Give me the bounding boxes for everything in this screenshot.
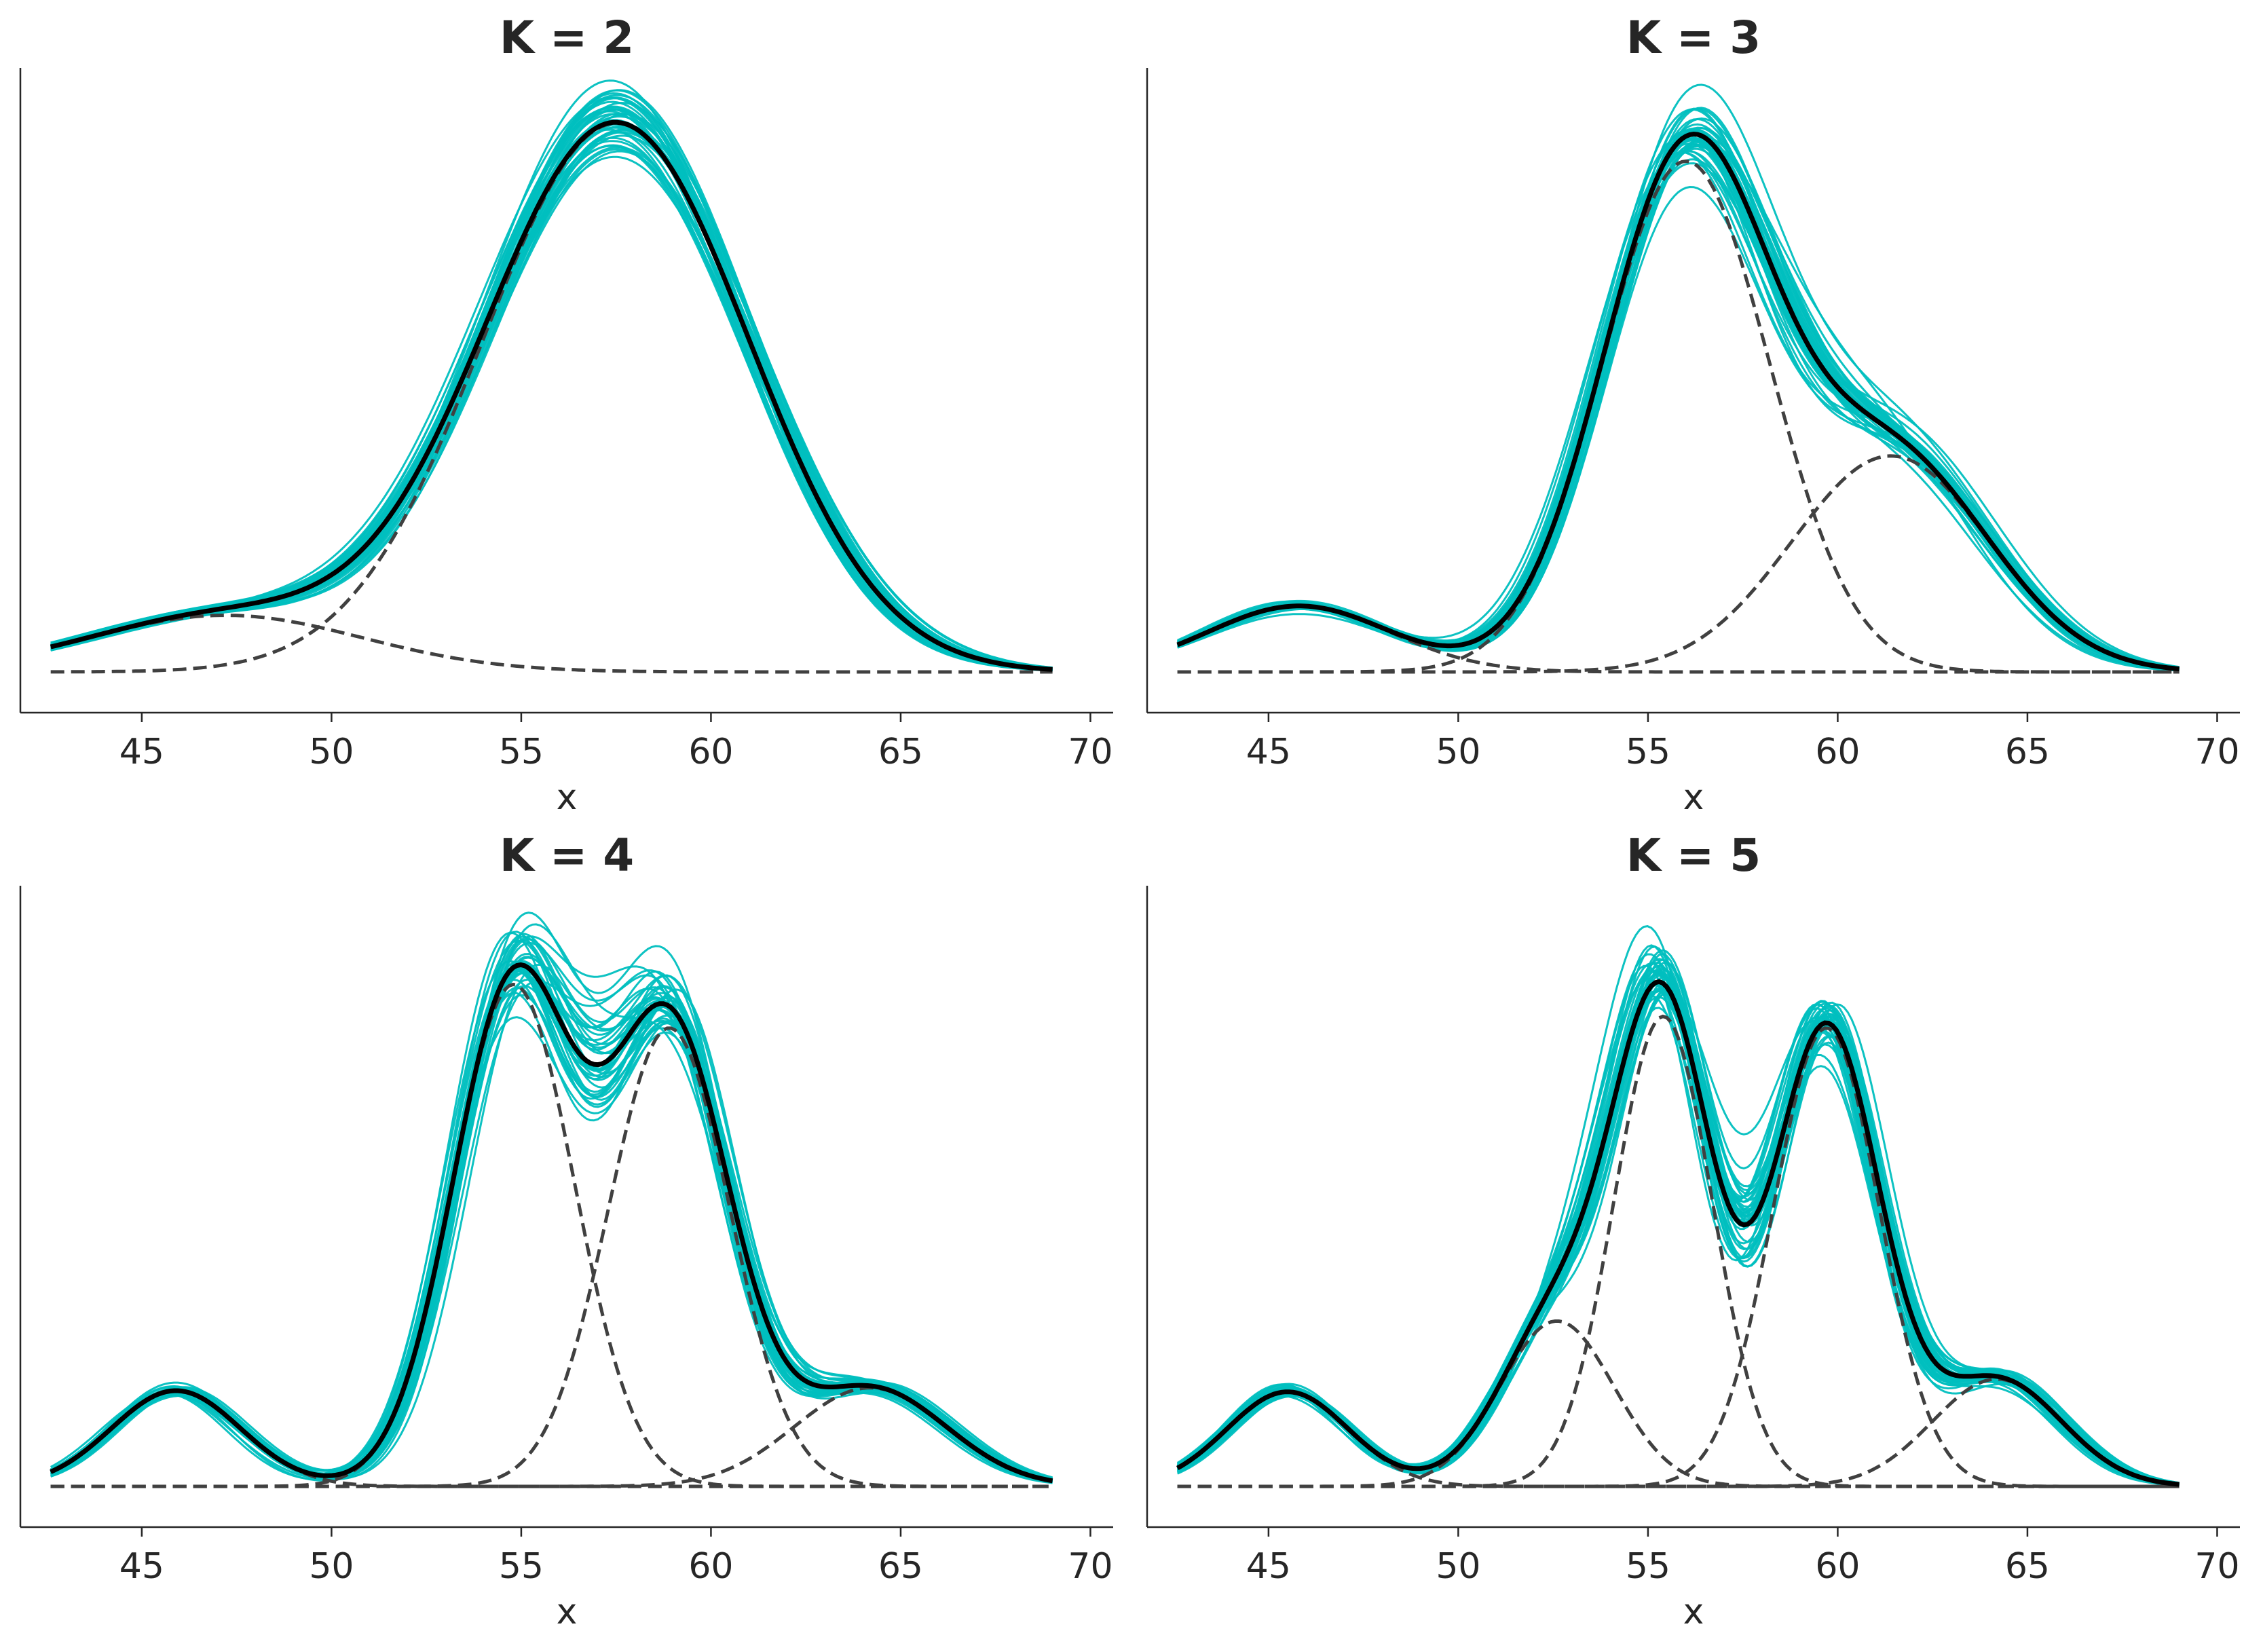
x-tick-label: 50: [309, 732, 354, 772]
x-axis-label: x: [1683, 1592, 1704, 1632]
x-tick-label: 70: [2194, 732, 2239, 772]
posterior-draw-line: [50, 140, 1053, 671]
x-tick-label: 60: [1815, 732, 1860, 772]
posterior-draw-line: [50, 155, 1053, 670]
x-tick-label: 65: [2005, 732, 2050, 772]
x-tick-label: 50: [1436, 1546, 1480, 1587]
x-tick-label: 55: [499, 732, 544, 772]
x-tick-label: 65: [878, 732, 923, 772]
x-tick-label: 45: [119, 732, 164, 772]
panel-title: K = 5: [1626, 829, 1761, 882]
x-tick-label: 45: [119, 1546, 164, 1587]
posterior-draw-line: [1177, 971, 2180, 1485]
mean-density-line: [50, 119, 1053, 672]
x-tick-label: 55: [1626, 1546, 1670, 1587]
x-axis-label: x: [1683, 777, 1704, 818]
x-tick-label: 60: [688, 732, 733, 772]
component-1-line: [50, 614, 1053, 674]
x-tick-label: 70: [1068, 732, 1112, 772]
mean-density-line: [50, 962, 1053, 1484]
posterior-draw-line: [50, 969, 1053, 1484]
posterior-draw-line: [1177, 136, 2180, 671]
posterior-draw-line: [50, 148, 1053, 671]
component-5-line: [1177, 1377, 2180, 1488]
panel-title: K = 4: [500, 829, 634, 882]
x-tick-label: 60: [1815, 1546, 1860, 1587]
posterior-draw-line: [50, 136, 1053, 671]
x-tick-label: 65: [878, 1546, 923, 1587]
posterior-draws: [50, 79, 1053, 672]
x-tick-label: 45: [1246, 732, 1291, 772]
x-tick-label: 70: [1068, 1546, 1112, 1587]
x-tick-label: 55: [499, 1546, 544, 1587]
panel-k4: 45 50 55 60 65 70 x K = 4: [19, 829, 1113, 1632]
x-tick-label: 50: [1436, 732, 1480, 772]
posterior-draw-line: [50, 144, 1053, 671]
x-axis-label: x: [557, 777, 578, 818]
mean-density-line: [1176, 131, 2180, 672]
x-axis-label: x: [557, 1592, 578, 1632]
panel-title: K = 3: [1626, 12, 1761, 64]
x-tick-label: 55: [1626, 732, 1670, 772]
panel-k5: 45 50 55 60 65 70 x K = 5: [1146, 829, 2240, 1632]
posterior-draw-line: [50, 150, 1053, 671]
mean-density-line: [1176, 979, 2180, 1487]
panel-k2: 45 50 55 60 65 70 x K = 2: [19, 12, 1113, 818]
posterior-draw-line: [50, 145, 1053, 671]
posterior-draws: [1177, 83, 2180, 672]
x-tick-label: 60: [688, 1546, 733, 1587]
panel-k3: 45 50 55 60 65 70 x K = 3: [1146, 12, 2240, 818]
component-3-line: [50, 1026, 1053, 1488]
x-tick-label: 45: [1246, 1546, 1291, 1587]
posterior-draw-line: [50, 146, 1053, 670]
x-tick-label: 50: [309, 1546, 354, 1587]
x-tick-label: 65: [2005, 1546, 2050, 1587]
panel-title: K = 2: [500, 12, 634, 64]
component-3-line: [1177, 454, 2180, 674]
x-tick-label: 70: [2194, 1546, 2239, 1587]
